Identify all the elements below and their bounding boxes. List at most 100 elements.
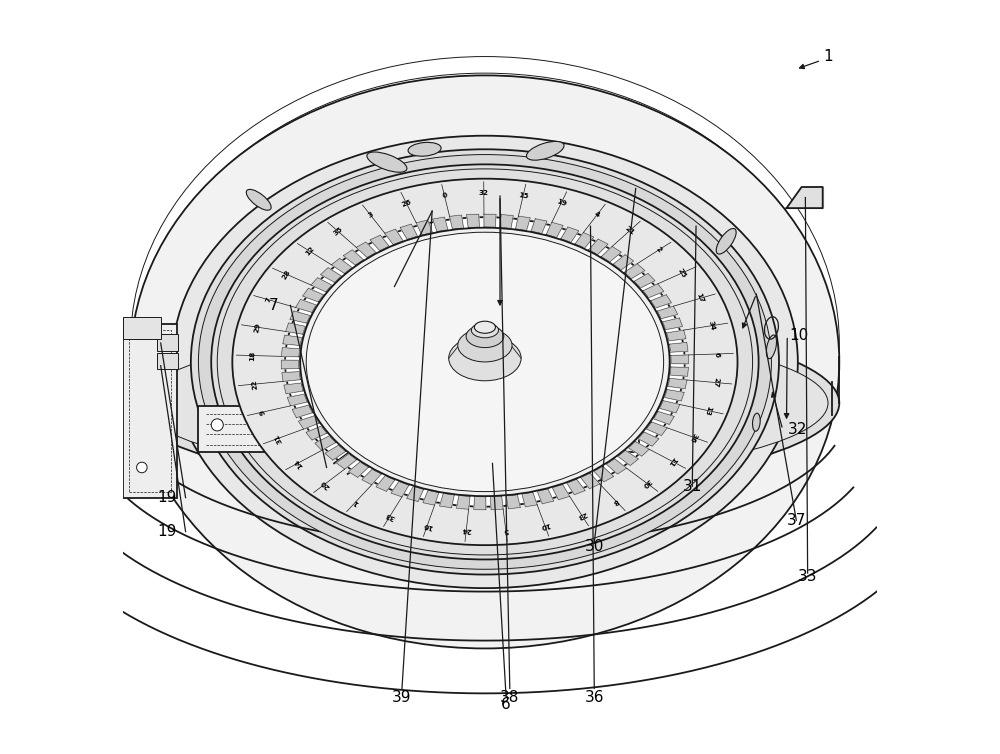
Text: 35: 35 xyxy=(332,225,344,237)
Polygon shape xyxy=(299,361,314,368)
Text: 0: 0 xyxy=(442,192,448,199)
Text: 7: 7 xyxy=(269,298,279,313)
Text: 31: 31 xyxy=(683,479,702,494)
Polygon shape xyxy=(445,483,457,495)
Polygon shape xyxy=(552,483,570,500)
Polygon shape xyxy=(522,491,537,507)
Polygon shape xyxy=(303,327,319,336)
Ellipse shape xyxy=(142,329,828,477)
Polygon shape xyxy=(391,480,410,497)
Circle shape xyxy=(607,392,619,404)
Ellipse shape xyxy=(246,189,271,210)
Ellipse shape xyxy=(306,232,664,492)
Text: 30: 30 xyxy=(585,539,604,554)
Polygon shape xyxy=(566,478,585,495)
Polygon shape xyxy=(649,295,671,308)
Polygon shape xyxy=(311,277,333,293)
Ellipse shape xyxy=(300,228,670,496)
Polygon shape xyxy=(667,379,687,388)
Text: 26: 26 xyxy=(401,199,412,208)
Polygon shape xyxy=(787,187,823,208)
Ellipse shape xyxy=(198,155,771,569)
Polygon shape xyxy=(453,228,464,240)
Text: 23: 23 xyxy=(576,510,587,520)
Polygon shape xyxy=(613,272,630,284)
Polygon shape xyxy=(641,407,658,418)
Polygon shape xyxy=(490,495,503,510)
Polygon shape xyxy=(334,380,455,474)
Circle shape xyxy=(137,462,147,473)
Text: 33: 33 xyxy=(384,511,396,520)
Polygon shape xyxy=(370,235,390,252)
Text: 27: 27 xyxy=(712,377,719,388)
Polygon shape xyxy=(355,260,372,273)
Polygon shape xyxy=(380,247,396,260)
Text: 30: 30 xyxy=(641,477,652,489)
Circle shape xyxy=(211,419,223,431)
Polygon shape xyxy=(423,489,439,505)
Ellipse shape xyxy=(716,228,736,254)
Text: 6: 6 xyxy=(714,351,720,357)
Polygon shape xyxy=(623,264,645,280)
Text: 33: 33 xyxy=(798,569,817,584)
Text: 36: 36 xyxy=(584,690,604,705)
Polygon shape xyxy=(592,256,608,269)
Polygon shape xyxy=(603,264,620,277)
Ellipse shape xyxy=(449,336,521,381)
Text: 21: 21 xyxy=(624,225,636,236)
Polygon shape xyxy=(555,239,569,252)
Ellipse shape xyxy=(300,228,670,495)
Polygon shape xyxy=(281,348,301,357)
Text: 39: 39 xyxy=(392,690,412,705)
Polygon shape xyxy=(588,239,608,256)
Ellipse shape xyxy=(466,325,504,348)
Polygon shape xyxy=(393,241,408,254)
Polygon shape xyxy=(457,494,470,509)
Polygon shape xyxy=(645,421,667,436)
Polygon shape xyxy=(612,255,634,271)
Text: 17: 17 xyxy=(695,293,705,304)
Ellipse shape xyxy=(408,143,441,156)
Ellipse shape xyxy=(285,217,685,507)
Text: 16: 16 xyxy=(422,521,433,529)
Polygon shape xyxy=(422,233,435,246)
Polygon shape xyxy=(648,322,665,331)
Polygon shape xyxy=(654,377,670,385)
Text: 12: 12 xyxy=(304,246,315,257)
Polygon shape xyxy=(500,215,513,230)
Polygon shape xyxy=(652,333,669,342)
Polygon shape xyxy=(349,461,370,477)
Polygon shape xyxy=(605,458,626,474)
Polygon shape xyxy=(407,485,424,501)
Polygon shape xyxy=(668,342,688,352)
Polygon shape xyxy=(325,444,347,460)
Polygon shape xyxy=(622,281,640,293)
Ellipse shape xyxy=(766,335,777,359)
Text: 10: 10 xyxy=(789,328,808,343)
Polygon shape xyxy=(637,431,659,446)
Polygon shape xyxy=(415,477,429,489)
Polygon shape xyxy=(407,237,422,250)
Polygon shape xyxy=(440,492,455,507)
Polygon shape xyxy=(321,268,343,283)
Text: 6: 6 xyxy=(501,697,511,713)
Text: 5: 5 xyxy=(503,526,509,533)
Text: 4: 4 xyxy=(594,210,601,218)
Polygon shape xyxy=(492,485,502,497)
Polygon shape xyxy=(506,493,520,509)
Polygon shape xyxy=(546,222,563,239)
Text: 38: 38 xyxy=(500,690,519,705)
Polygon shape xyxy=(474,495,486,510)
Polygon shape xyxy=(561,470,577,483)
FancyBboxPatch shape xyxy=(157,334,178,351)
Polygon shape xyxy=(367,253,384,266)
Polygon shape xyxy=(627,441,649,456)
Polygon shape xyxy=(515,216,530,231)
Text: 36: 36 xyxy=(688,431,698,443)
Text: 25: 25 xyxy=(677,267,687,279)
Text: 14: 14 xyxy=(293,457,304,468)
Circle shape xyxy=(472,421,483,432)
Text: 22: 22 xyxy=(251,379,258,390)
FancyBboxPatch shape xyxy=(587,380,639,452)
Polygon shape xyxy=(296,299,318,313)
